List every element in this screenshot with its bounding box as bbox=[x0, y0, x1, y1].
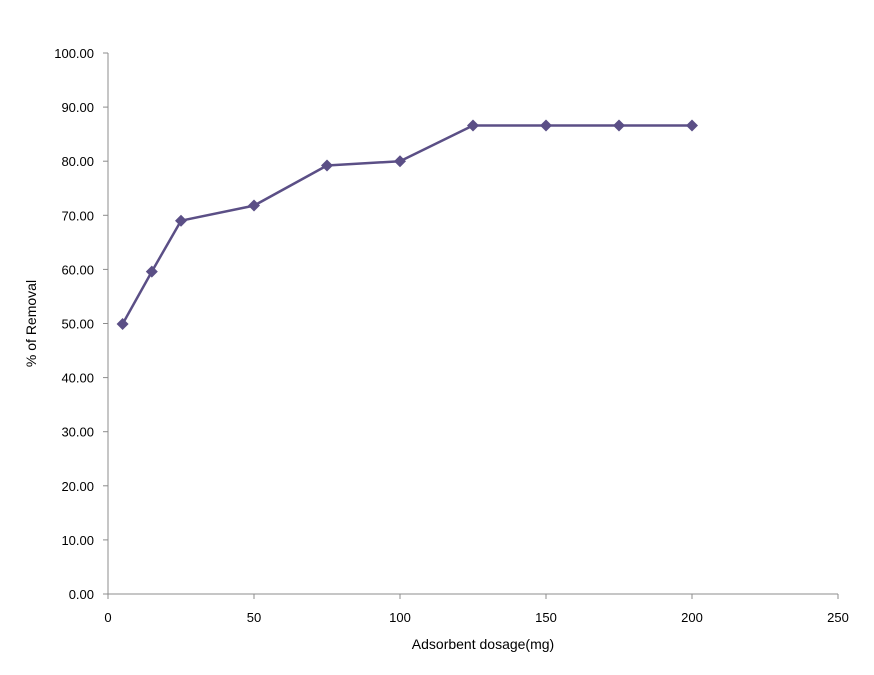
x-axis-title: Adsorbent dosage(mg) bbox=[412, 636, 554, 652]
y-tick-label: 0.00 bbox=[69, 587, 94, 602]
y-tick-label: 80.00 bbox=[61, 154, 94, 169]
x-tick-label: 100 bbox=[389, 610, 411, 625]
y-tick-label: 10.00 bbox=[61, 533, 94, 548]
data-point-marker bbox=[116, 318, 129, 331]
x-tick-label: 150 bbox=[535, 610, 557, 625]
axes bbox=[107, 53, 838, 595]
x-tick-label: 50 bbox=[247, 610, 261, 625]
data-point-marker bbox=[467, 119, 479, 132]
y-axis-title: % of Removal bbox=[23, 280, 39, 367]
x-tick-label: 0 bbox=[104, 610, 111, 625]
data-point-marker bbox=[248, 199, 260, 212]
y-tick-label: 50.00 bbox=[61, 317, 94, 332]
y-tick-label: 90.00 bbox=[61, 100, 94, 115]
y-tick-label: 70.00 bbox=[61, 208, 94, 223]
data-point-marker bbox=[613, 119, 625, 132]
y-tick-label: 60.00 bbox=[61, 262, 94, 277]
y-tick-label: 40.00 bbox=[61, 371, 94, 386]
y-tick-label: 30.00 bbox=[61, 425, 94, 440]
data-point-marker bbox=[175, 214, 187, 227]
x-tick-label: 200 bbox=[681, 610, 703, 625]
series-line bbox=[121, 124, 692, 325]
data-point-marker bbox=[321, 159, 333, 172]
data-point-marker bbox=[686, 119, 698, 132]
x-axis-ticks: 0 50 100 150 200 250 bbox=[104, 594, 849, 625]
data-point-marker bbox=[145, 265, 158, 278]
y-tick-label: 20.00 bbox=[61, 479, 94, 494]
x-tick-label: 250 bbox=[827, 610, 849, 625]
y-tick-label: 100.00 bbox=[54, 46, 94, 61]
data-point-marker bbox=[394, 155, 406, 168]
data-point-marker bbox=[540, 119, 552, 132]
y-axis-ticks: 0.00 10.00 20.00 30.00 40.00 50.00 60.00 70.00 8… bbox=[54, 46, 108, 602]
series-layer bbox=[116, 119, 698, 331]
